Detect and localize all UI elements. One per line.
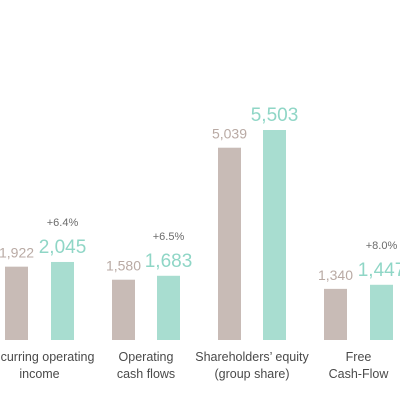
bar-current (370, 284, 393, 340)
category-label: income (19, 367, 59, 381)
category-label: cash flows (117, 367, 175, 381)
data-label-previous: 1,922 (0, 245, 34, 261)
bar-previous (5, 266, 28, 340)
category-label: Cash-Flow (329, 367, 390, 381)
data-label-current: 1,447 (358, 260, 400, 281)
data-label-previous: 1,580 (106, 258, 141, 274)
data-label-current: 5,503 (251, 105, 299, 126)
category-label: (group share) (214, 367, 289, 381)
bar-current (51, 261, 74, 340)
data-label-previous: 5,039 (212, 126, 247, 142)
category-label: Operating (119, 350, 174, 364)
bar-previous (324, 288, 347, 340)
category-label: Free (346, 350, 372, 364)
category-label: Recurring operating (0, 350, 94, 364)
data-label-previous: 1,340 (318, 267, 353, 283)
bar-previous (218, 147, 241, 340)
category-label: Shareholders’ equity (195, 350, 309, 364)
change-label: +8.0% (366, 240, 398, 252)
bar-previous (112, 279, 135, 340)
data-label-current: 2,045 (39, 237, 87, 258)
change-label: +6.5% (153, 231, 185, 243)
bar-current (157, 275, 180, 340)
bar-current (263, 130, 286, 340)
change-label: +6.4% (47, 217, 79, 229)
data-label-current: 1,683 (145, 251, 193, 272)
